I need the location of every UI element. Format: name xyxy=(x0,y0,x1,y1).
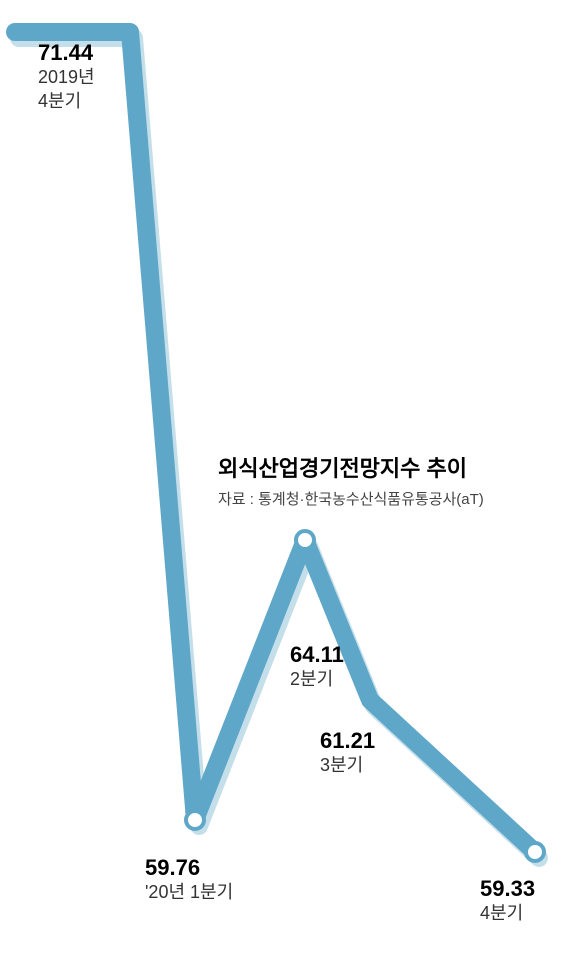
label-4: 61.21 3분기 xyxy=(320,728,375,778)
label-5: 59.33 4분기 xyxy=(480,876,535,926)
period-2a: '20년 1분기 xyxy=(145,881,233,904)
period-0a: 2019년 xyxy=(38,66,95,89)
label-0: 71.44 2019년 4분기 xyxy=(38,40,95,113)
period-4a: 3분기 xyxy=(320,754,375,777)
value-0: 71.44 xyxy=(38,40,95,66)
chart-title: 외식산업경기전망지수 추이 xyxy=(218,455,484,484)
line-chart: 71.44 2019년 4분기 59.76 '20년 1분기 64.11 2분기… xyxy=(0,0,570,952)
period-5a: 4분기 xyxy=(480,902,535,925)
label-2: 59.76 '20년 1분기 xyxy=(145,855,233,905)
title-block: 외식산업경기전망지수 추이 자료 : 통계청·한국농수산식품유통공사(aT) xyxy=(218,455,484,509)
value-3: 64.11 xyxy=(290,642,344,668)
label-3: 64.11 2분기 xyxy=(290,642,344,692)
value-4: 61.21 xyxy=(320,728,375,754)
value-5: 59.33 xyxy=(480,876,535,902)
value-2: 59.76 xyxy=(145,855,233,881)
period-3a: 2분기 xyxy=(290,668,344,691)
period-0b: 4분기 xyxy=(38,90,95,113)
chart-source: 자료 : 통계청·한국농수산식품유통공사(aT) xyxy=(218,488,484,509)
